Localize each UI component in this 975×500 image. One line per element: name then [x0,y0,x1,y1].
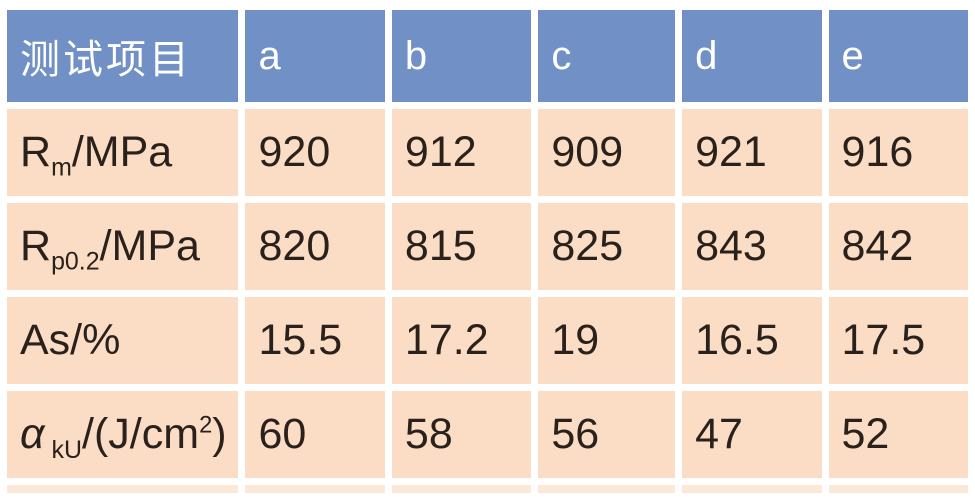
label-segment: /MPa [99,222,200,270]
value-cell: 916 [828,109,968,196]
label-segment: R [20,128,52,176]
header-cell-c: c [538,10,676,102]
value-cell: 912 [391,109,532,196]
label-segment: As/% [20,316,121,364]
value-cell: 19 [538,297,676,384]
value-cell: 920 [245,109,385,196]
row-label-cell: Rp0.2/MPa [7,203,239,290]
header-cell-d: d [682,10,822,102]
value-cell: 58 [391,391,532,478]
row-label-cell: Rm/MPa [7,109,239,196]
label-segment: /(J/cm [82,410,200,458]
label-segment: R [20,222,52,270]
table-row: As/% 15.5 17.2 19 16.5 17.5 [7,297,968,384]
label-segment: α [20,410,45,458]
value-cell: 17.5 [828,297,968,384]
value-cell: 825 [538,203,676,290]
header-cell-test-item: 测试项目 [7,10,239,102]
label-segment: 2 [199,412,213,439]
value-cell: 842 [828,203,968,290]
label-segment: p0.2 [51,247,100,276]
table-row: Rp0.2/MPa 820 815 825 843 842 [7,203,968,290]
value-cell: 15.5 [245,297,385,384]
value-cell: 815 [391,203,532,290]
value-cell: 60 [245,391,385,478]
header-cell-a: a [245,10,385,102]
value-cell: 909 [538,109,676,196]
cropped-cell [828,485,968,493]
results-table: 测试项目 a b c d e Rm/MPa 920 912 909 921 916 Rp0.… [0,3,975,500]
value-cell: 56 [538,391,676,478]
cropped-cell [538,485,676,493]
value-cell: 16.5 [682,297,822,384]
value-cell: 52 [828,391,968,478]
header-cell-b: b [391,10,532,102]
header-cell-e: e [828,10,968,102]
row-label-cell: As/% [7,297,239,384]
cropped-cell [682,485,822,493]
value-cell: 843 [682,203,822,290]
cropped-cell [391,485,532,493]
label-segment: ) [212,410,227,458]
value-cell: 921 [682,109,822,196]
cropped-cell [7,485,239,493]
value-cell: 17.2 [391,297,532,384]
row-label-cell: α kU/(J/cm2) [7,391,239,478]
cropped-cell [245,485,385,493]
table-container: 测试项目 a b c d e Rm/MPa 920 912 909 921 916 Rp0.… [0,3,975,500]
header-row: 测试项目 a b c d e [7,10,968,102]
value-cell: 820 [245,203,385,290]
table-row: Rm/MPa 920 912 909 921 916 [7,109,968,196]
label-segment: m [51,153,72,182]
table-row: α kU/(J/cm2) 60 58 56 47 52 [7,391,968,478]
label-segment: /MPa [71,128,173,176]
cropped-next-row [7,485,968,493]
value-cell: 47 [682,391,822,478]
label-segment: kU [51,435,83,464]
